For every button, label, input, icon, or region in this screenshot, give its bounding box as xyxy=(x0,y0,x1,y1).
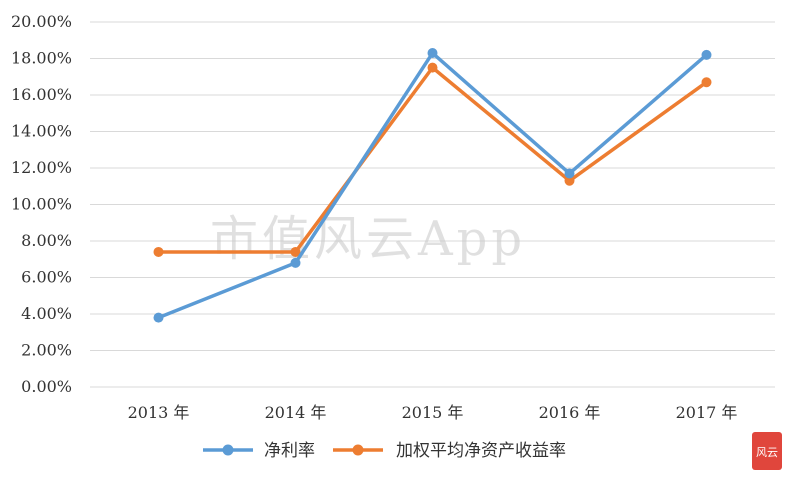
data-point xyxy=(427,62,438,73)
y-tick-label: 16.00% xyxy=(11,85,72,104)
data-point xyxy=(701,77,712,88)
legend: 净利率 加权平均净资产收益率 xyxy=(203,441,566,461)
data-point xyxy=(564,175,575,186)
legend-swatch-marker xyxy=(352,444,364,456)
legend-swatch-marker xyxy=(222,444,234,456)
y-tick-label: 8.00% xyxy=(21,231,72,250)
x-tick-label: 2014 年 xyxy=(265,403,327,422)
watermark: 市值风云App xyxy=(210,211,526,267)
x-tick-label: 2015 年 xyxy=(402,403,464,422)
data-point xyxy=(290,257,301,268)
y-tick-label: 10.00% xyxy=(11,195,72,214)
x-axis-tick-labels: 2013 年 2014 年 2015 年 2016 年 2017 年 xyxy=(128,403,738,422)
data-point xyxy=(153,312,164,323)
logo-text: 风云 xyxy=(756,446,778,459)
y-tick-label: 4.00% xyxy=(21,304,72,323)
series-lines xyxy=(153,48,712,323)
y-tick-label: 6.00% xyxy=(21,268,72,287)
data-point xyxy=(564,168,575,179)
x-tick-label: 2017 年 xyxy=(676,403,738,422)
x-tick-label: 2013 年 xyxy=(128,403,190,422)
legend-item: 加权平均净资产收益率 xyxy=(333,441,566,461)
y-tick-label: 0.00% xyxy=(21,377,72,396)
logo-stamp: 风云 xyxy=(752,432,782,470)
data-point xyxy=(427,48,438,59)
data-point xyxy=(290,246,301,257)
legend-label: 加权平均净资产收益率 xyxy=(396,441,566,461)
y-tick-label: 18.00% xyxy=(11,49,72,68)
legend-label: 净利率 xyxy=(264,441,315,461)
data-point xyxy=(153,246,164,257)
legend-item: 净利率 xyxy=(203,441,315,461)
y-axis-tick-labels: 0.00% 2.00% 4.00% 6.00% 8.00% 10.00% 12.00% 14.… xyxy=(11,12,72,396)
y-tick-label: 2.00% xyxy=(21,341,72,360)
y-tick-label: 20.00% xyxy=(11,12,72,31)
y-tick-label: 12.00% xyxy=(11,158,72,177)
gridlines xyxy=(90,21,775,388)
data-point xyxy=(701,49,712,60)
x-tick-label: 2016 年 xyxy=(539,403,601,422)
series-0 xyxy=(153,48,712,323)
series-1 xyxy=(153,62,712,257)
y-tick-label: 14.00% xyxy=(11,122,72,141)
